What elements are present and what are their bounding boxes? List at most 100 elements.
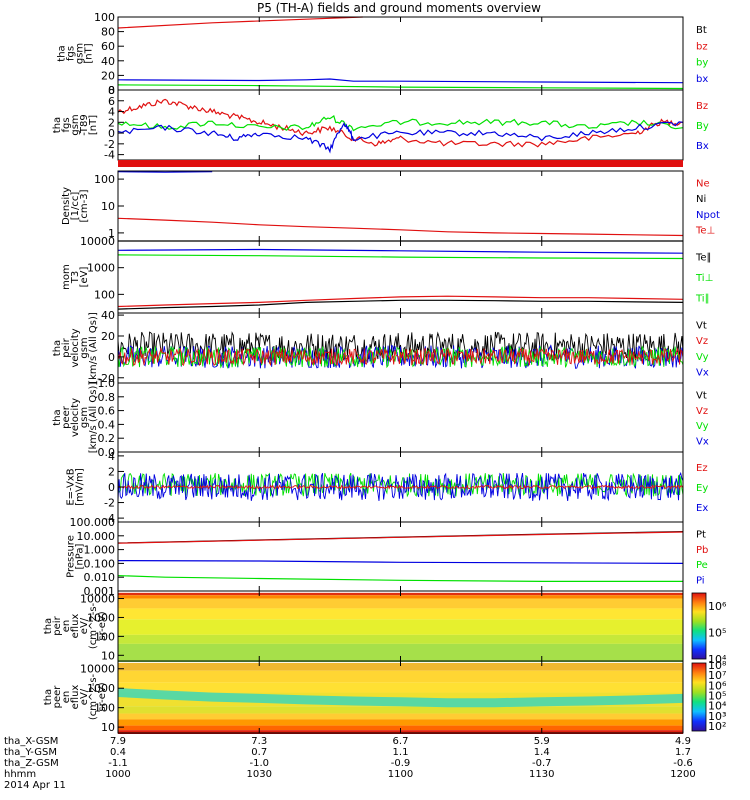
y-tick-label: 0 — [108, 351, 115, 364]
spectrogram-band — [118, 595, 683, 599]
colorbar — [691, 592, 707, 660]
series-line-Pe — [117, 575, 683, 583]
series-line-Pb — [117, 531, 684, 544]
colorbar-tick: 10³ — [708, 710, 726, 723]
y-axis-label: eflux — [70, 614, 81, 639]
legend-item: Ni — [696, 194, 706, 205]
y-axis-label: gsm — [70, 114, 81, 135]
panels: 020406080100thafgsgsm[nT]Btbzbybx-4-2024… — [43, 11, 727, 734]
y-tick-label: 8 — [108, 84, 115, 97]
y-axis-label: tha — [52, 340, 63, 356]
y-axis-label: en — [61, 620, 72, 633]
legend-item: Ne — [696, 179, 710, 190]
legend-item: Pb — [696, 545, 708, 556]
series-noise-Vz — [117, 346, 684, 367]
y-axis-label: tha — [52, 117, 63, 133]
colorbar-tick: 10⁷ — [708, 669, 726, 682]
legend-item: by — [696, 58, 708, 69]
colorbar — [691, 662, 707, 732]
footer-value: 1.1 — [393, 747, 409, 758]
y-axis-label: [km/s (All Qs)] — [88, 382, 99, 454]
footer-value: 7.3 — [251, 736, 267, 747]
y-axis-label: [eV] — [79, 267, 90, 288]
y-tick-label: 0 — [108, 481, 115, 494]
panel-efield: -4 -2 0 2 4 E=-VxB[mV/m] Ez Ey Ex — [66, 450, 709, 525]
colorbar-tick: 10² — [708, 720, 726, 733]
spectrogram-band — [118, 713, 683, 720]
spectrogram-band — [118, 608, 683, 620]
legend-item: By — [696, 121, 709, 132]
footer-row-label: tha_Z-GSM — [4, 758, 59, 769]
y-axis-label: -T89 — [79, 114, 90, 136]
footer-value: 1030 — [247, 769, 272, 780]
footer-value: 1.7 — [675, 747, 691, 758]
y-tick-label: 0.2 — [98, 432, 116, 445]
y-axis-label: peir — [52, 615, 63, 635]
panel-frame — [117, 170, 684, 242]
y-axis-label: [1/cc] — [70, 192, 81, 221]
panel-peer-velocity: 0.00.20.40.60.81.0 thapeervelocitygsm[km/… — [52, 377, 709, 459]
y-tick-label: 100 — [94, 173, 115, 186]
footer-value: 0.4 — [110, 747, 126, 758]
y-tick-label: -2 — [104, 497, 115, 510]
series-line-Ti∥ — [117, 254, 684, 260]
y-axis-label: sr-eV) — [97, 611, 108, 640]
time-axis-footer: tha_X-GSM 7.9 7.3 6.7 5.9 4.9 tha_Y-GSM 0.4 0.7 1… — [4, 736, 696, 791]
legend-item: Te⊥ — [695, 225, 715, 236]
y-axis-label: (cm^2-s- — [88, 673, 99, 720]
legend-item: Bz — [696, 101, 708, 112]
y-axis-label: velocity — [70, 398, 81, 437]
y-tick-label: 40 — [101, 55, 115, 68]
y-tick-label: 1000 — [87, 611, 115, 624]
series-line-Ti⊥ — [117, 248, 684, 254]
y-tick-label: 40 — [101, 309, 115, 322]
y-axis-label: gsm — [75, 43, 86, 64]
y-axis-label: T3 — [70, 271, 81, 284]
y-tick-label: 1 — [108, 227, 115, 240]
y-tick-label: 10 — [101, 200, 115, 213]
spectrogram-band — [118, 706, 683, 714]
y-tick-label: 0 — [108, 84, 115, 97]
footer-row-label: tha_X-GSM — [4, 736, 58, 747]
series-noise-Ez — [117, 484, 684, 490]
legend-item: Vz — [696, 336, 708, 347]
y-tick-label: 10000 — [80, 235, 115, 248]
y-tick-label: 0.8 — [98, 391, 116, 404]
spectrogram-band — [118, 719, 683, 726]
legend-item: Bt — [696, 25, 707, 36]
legend-item: Ex — [696, 503, 708, 514]
y-tick-label: 10 — [101, 721, 115, 734]
series-line-By — [117, 115, 684, 132]
panel-frame — [117, 240, 684, 314]
y-axis-label: fgs — [66, 46, 77, 61]
series-line-Bz — [117, 98, 684, 148]
legend-item: Vt — [696, 391, 707, 402]
y-tick-label: 20 — [101, 330, 115, 343]
y-axis-label: velocity — [70, 328, 81, 367]
series-noise-Ex — [117, 471, 684, 502]
panel-density: 1 10 100 Density[1/cc][cm-3] Ne Ni Npot Te⊥ — [61, 170, 720, 242]
y-tick-label: 10.000 — [77, 530, 116, 543]
y-axis-label: fgs — [61, 117, 72, 132]
legend-item: Vx — [696, 437, 709, 448]
footer-value: 0.7 — [251, 747, 267, 758]
series-line-Pi — [117, 559, 684, 565]
y-axis-label: Pressure — [66, 535, 77, 578]
y-axis-label: sr-eV) — [97, 682, 108, 711]
legend-item: Vz — [696, 406, 708, 417]
colorbar-tick: 10⁴ — [708, 700, 727, 713]
y-axis-label: tha — [43, 618, 54, 634]
y-tick-label: 2 — [108, 116, 115, 129]
spectrogram-band — [118, 634, 683, 644]
y-tick-label: -2 — [104, 138, 115, 151]
y-axis-label: tha — [52, 409, 63, 425]
y-axis-label: gsm — [79, 407, 90, 428]
spectrogram-band — [118, 670, 683, 683]
colorbar-tick: 10⁶ — [708, 679, 727, 692]
footer-value: 1200 — [670, 769, 695, 780]
y-axis-label: (cm^2-s- — [88, 602, 99, 649]
y-tick-label: 10 — [101, 649, 115, 662]
